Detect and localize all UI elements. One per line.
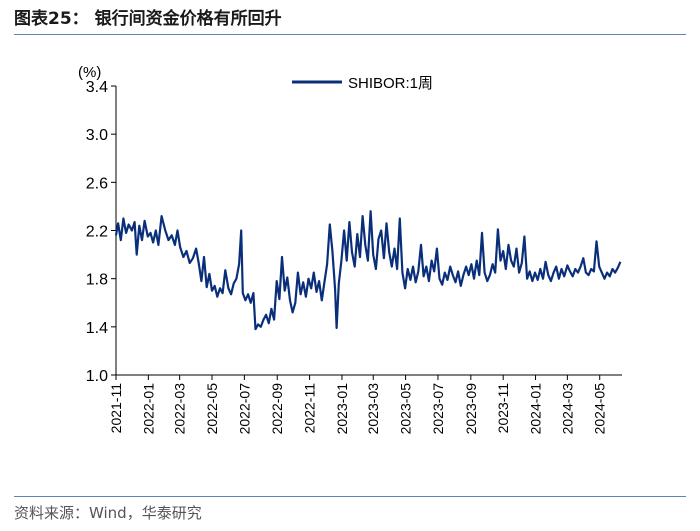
source-note: 资料来源：Wind，华泰研究 <box>14 504 202 522</box>
x-axis-ticks: 2021-11 2022-01 2022-03 2022-05 2022-07 2022-… <box>108 375 608 434</box>
y-tick-label: 1.4 <box>86 320 108 337</box>
series-layer <box>114 210 622 331</box>
y-axis-unit-label: (%) <box>78 64 101 81</box>
x-tick-label: 2023-01 <box>334 383 350 435</box>
legend-label: SHIBOR:1周 <box>348 75 433 92</box>
x-tick-label: 2022-03 <box>172 383 188 435</box>
footer-divider <box>14 496 686 497</box>
x-tick-label: 2023-05 <box>398 383 414 435</box>
y-tick-label: 2.6 <box>86 175 108 192</box>
x-tick-label: 2022-07 <box>236 383 252 435</box>
x-tick-label: 2022-05 <box>204 383 220 435</box>
chart-title: 图表25： 银行间资金价格有所回升 <box>14 9 282 29</box>
x-tick-label: 2023-09 <box>463 383 479 435</box>
y-axis-ticks: 1.0 1.4 1.8 2.2 2.6 3.0 3.4 <box>86 79 116 385</box>
title-divider <box>14 34 686 35</box>
y-tick-label: 1.8 <box>86 272 108 289</box>
title-bar: 图表25： 银行间资金价格有所回升 <box>14 6 686 32</box>
x-tick-label: 2023-11 <box>495 383 511 434</box>
x-tick-label: 2022-11 <box>302 383 318 434</box>
x-tick-label: 2021-11 <box>108 383 124 434</box>
x-tick-label: 2024-05 <box>592 383 608 435</box>
y-tick-label: 2.2 <box>86 224 108 241</box>
x-tick-label: 2024-01 <box>528 383 544 435</box>
legend: SHIBOR:1周 <box>292 75 433 92</box>
x-tick-label: 2023-07 <box>430 383 446 435</box>
y-tick-label: 3.4 <box>86 79 108 96</box>
x-tick-label: 2023-03 <box>365 383 381 435</box>
x-tick-label: 2024-03 <box>559 383 575 435</box>
x-tick-label: 2022-09 <box>269 383 285 435</box>
y-tick-label: 1.0 <box>86 368 108 385</box>
y-tick-label: 3.0 <box>86 127 108 144</box>
x-tick-label: 2022-01 <box>140 383 156 435</box>
series-line-shibor-1w <box>114 210 622 331</box>
